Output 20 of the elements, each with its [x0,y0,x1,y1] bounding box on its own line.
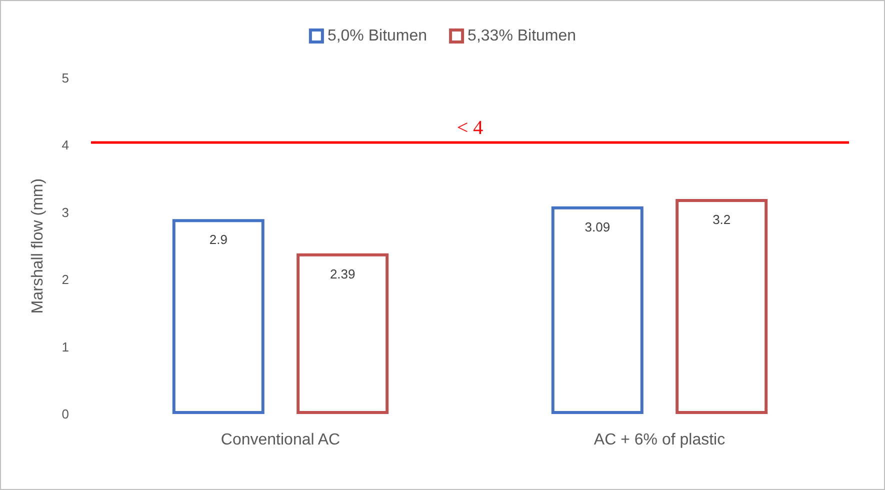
legend-label: 5,33% Bitumen [468,28,576,44]
legend-label: 5,0% Bitumen [327,28,428,44]
bar [296,253,389,414]
y-tick-label: 0 [62,406,69,422]
bar [551,206,644,414]
y-tick-label: 1 [62,339,69,354]
y-axis-title: Marshall flow (mm) [30,178,46,314]
x-tick-label: Conventional AC [220,432,340,448]
y-tick-label: 5 [62,70,69,86]
data-label: 3.2 [712,212,731,227]
bar [172,219,264,414]
data-label: 2.9 [209,232,228,248]
y-tick-label: 4 [62,138,69,153]
x-tick-label: AC + 6% of plastic [594,432,726,448]
data-label: 3.09 [584,219,610,234]
y-tick-label: 2 [62,272,69,288]
ref-line-label: < 4 [456,116,484,139]
y-tick-label: 3 [62,204,69,220]
bar [676,198,768,414]
data-label: 2.39 [330,266,356,282]
